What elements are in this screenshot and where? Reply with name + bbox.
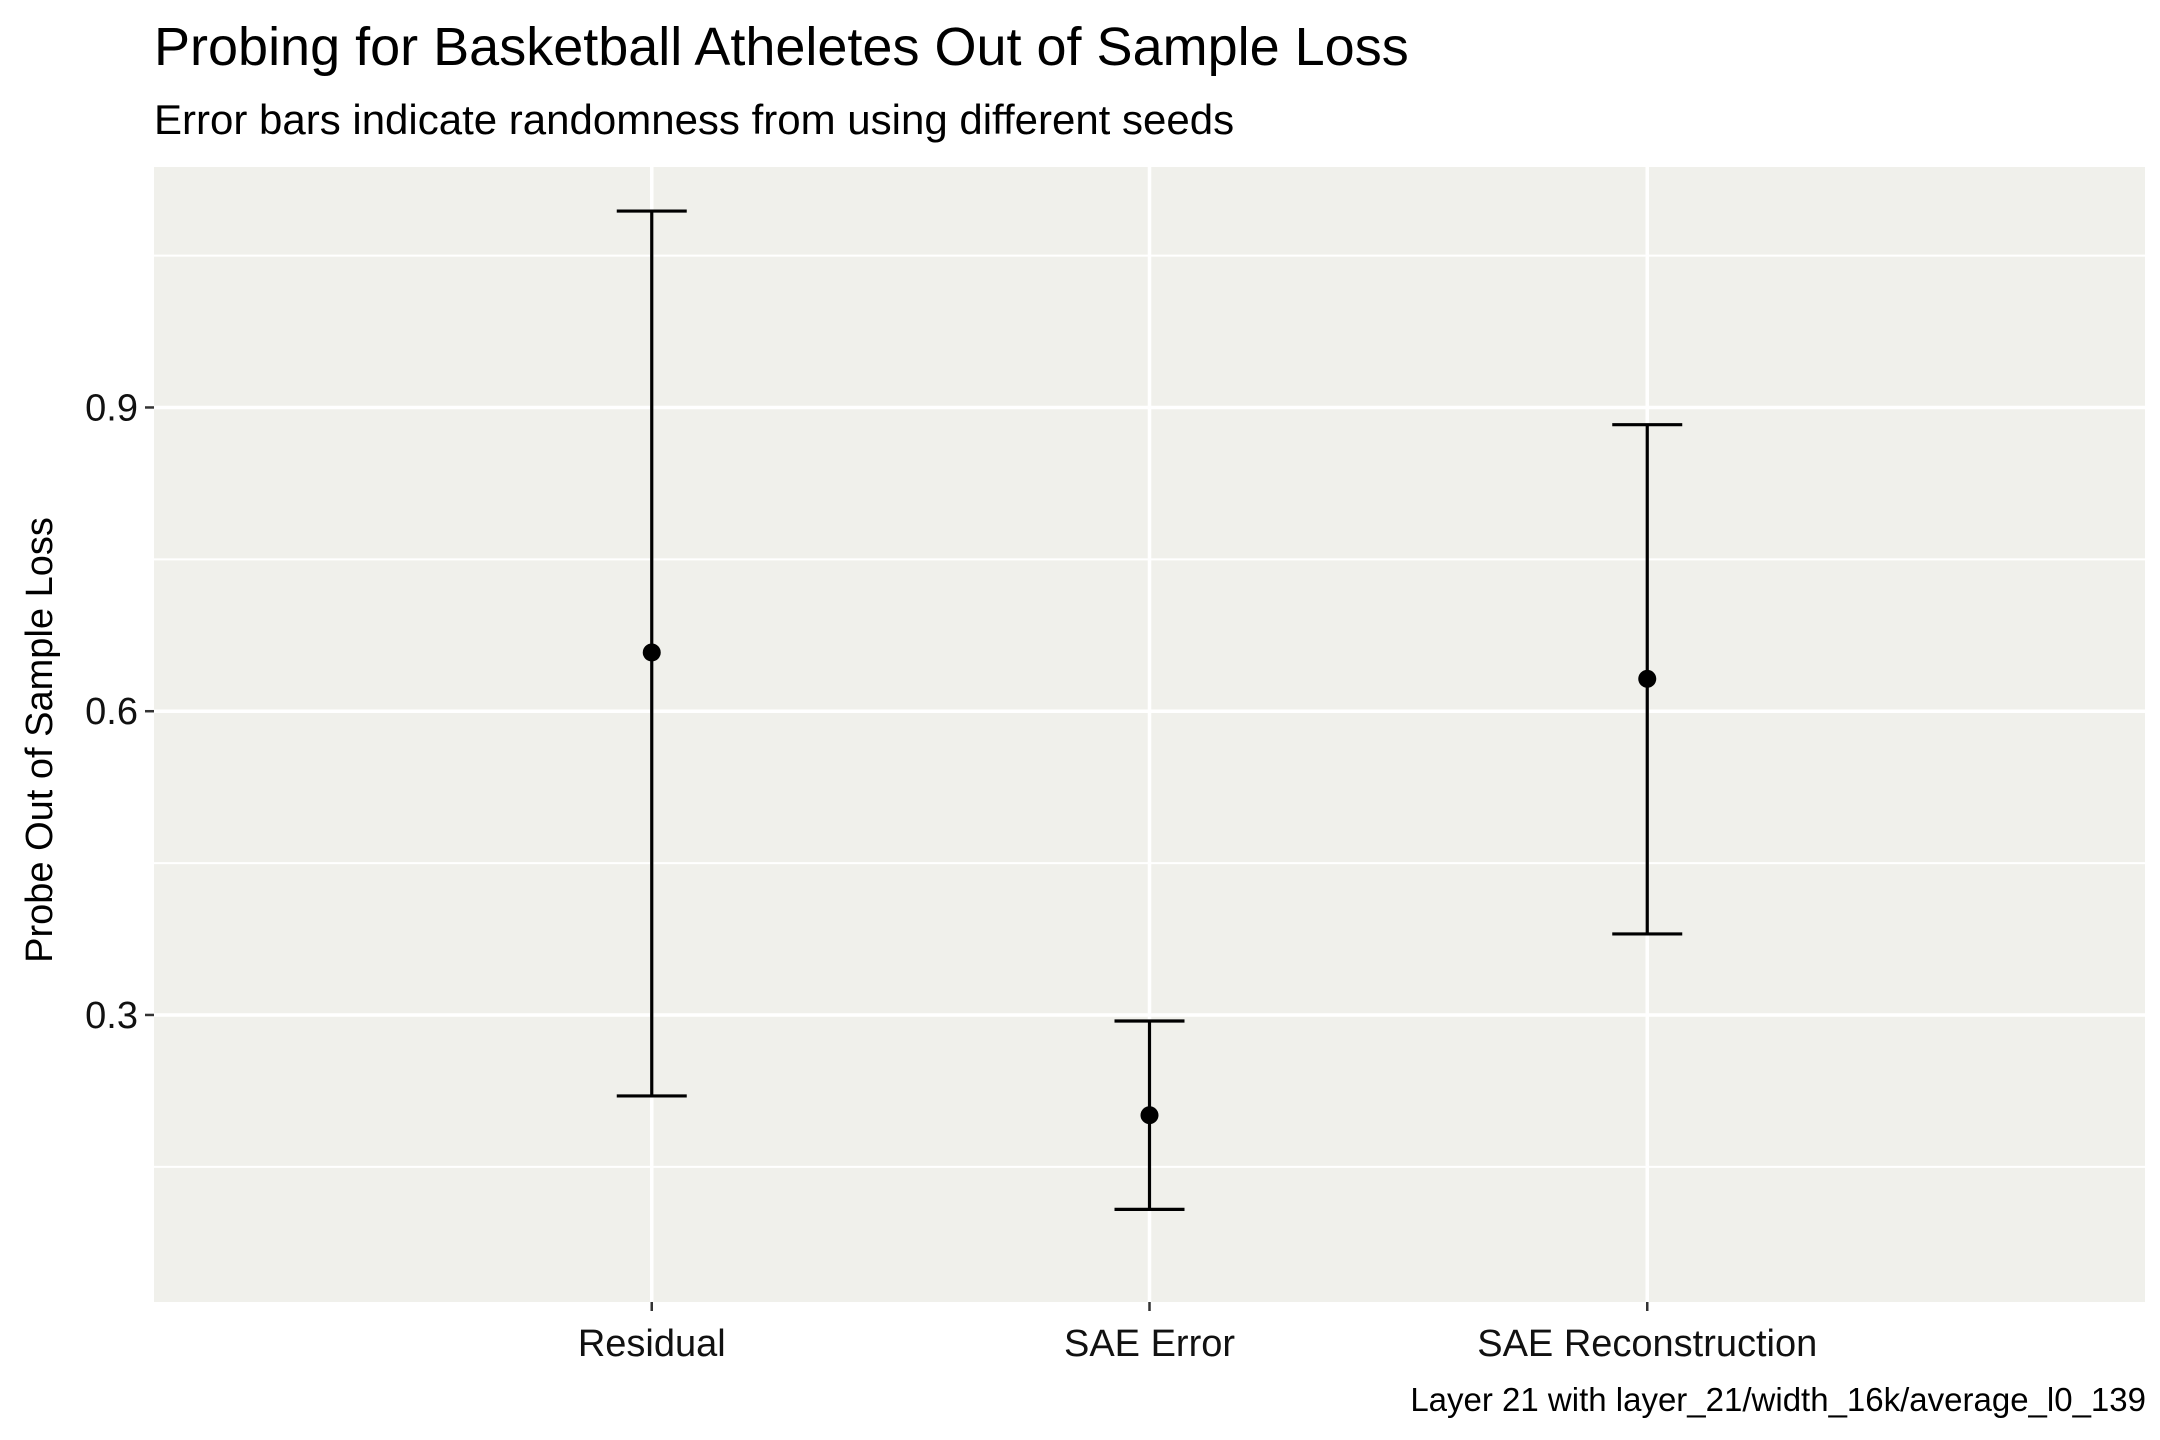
- error-bar: [616, 209, 687, 1098]
- y-tick-label: 0.6: [85, 691, 138, 733]
- chart-caption: Layer 21 with layer_21/width_16k/average…: [1410, 1381, 2146, 1418]
- y-tick-label: 0.3: [85, 995, 138, 1037]
- x-tick-label: Residual: [578, 1323, 726, 1365]
- y-tick-label: 0.9: [85, 387, 138, 429]
- y-axis: 0.3 0.6 0.9: [85, 387, 154, 1037]
- error-bars: [616, 209, 1683, 1211]
- mean-point: [1638, 669, 1657, 688]
- y-axis-title: Probe Out of Sample Loss: [19, 517, 61, 963]
- error-bar: [1612, 423, 1683, 936]
- error-bar: [1114, 1019, 1185, 1211]
- chart-subtitle: Error bars indicate randomness from usin…: [154, 96, 1235, 143]
- mean-point: [642, 643, 661, 662]
- x-axis: Residual SAE Error SAE Reconstruction: [578, 1302, 1817, 1365]
- mean-point: [1140, 1106, 1159, 1125]
- x-tick-label: SAE Error: [1064, 1323, 1235, 1365]
- chart-title: Probing for Basketball Atheletes Out of …: [154, 17, 1409, 77]
- x-tick-label: SAE Reconstruction: [1477, 1323, 1817, 1365]
